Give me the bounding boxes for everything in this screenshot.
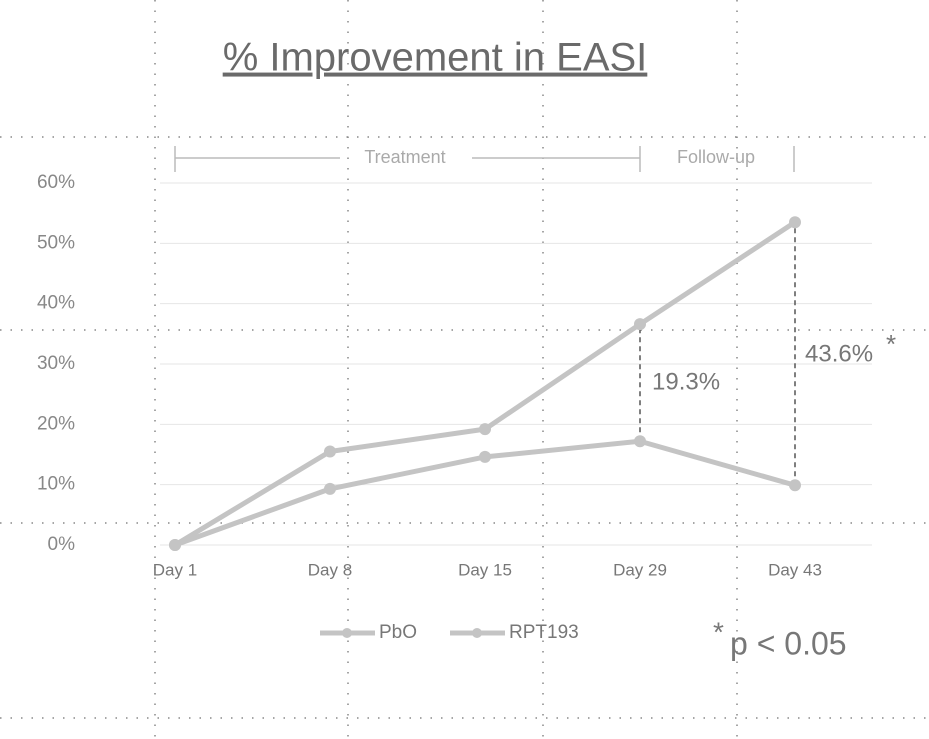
x-tick-label: Day 43 bbox=[768, 560, 822, 579]
legend-marker bbox=[472, 628, 482, 638]
annotation: 19.3% bbox=[652, 368, 720, 395]
point bbox=[789, 479, 801, 492]
annotation: * bbox=[713, 616, 724, 647]
point bbox=[634, 318, 646, 331]
point bbox=[324, 482, 336, 495]
y-tick-label: 40% bbox=[37, 293, 75, 314]
y-tick-label: 30% bbox=[37, 353, 75, 374]
y-tick-label: 20% bbox=[37, 413, 75, 434]
point bbox=[479, 423, 491, 436]
y-tick-label: 10% bbox=[37, 474, 75, 495]
chart-title: % Improvement in EASI bbox=[223, 36, 648, 80]
period-brackets bbox=[174, 146, 795, 172]
y-tick-label: 50% bbox=[37, 232, 75, 253]
point bbox=[169, 539, 181, 551]
legend-label: PbO bbox=[379, 622, 417, 643]
annotation: Follow-up bbox=[677, 147, 755, 167]
x-tick-label: Day 29 bbox=[613, 560, 667, 579]
point bbox=[789, 216, 801, 229]
x-tick-label: Day 1 bbox=[153, 560, 197, 579]
annotation: Treatment bbox=[364, 147, 445, 167]
x-tick-label: Day 8 bbox=[308, 560, 352, 579]
point bbox=[634, 435, 646, 448]
point bbox=[324, 445, 336, 458]
legend-label: RPT193 bbox=[509, 622, 579, 643]
y-tick-label: 0% bbox=[48, 534, 76, 555]
y-tick-label: 60% bbox=[37, 172, 75, 193]
legend-marker bbox=[342, 628, 352, 638]
point bbox=[479, 450, 491, 463]
x-tick-label: Day 15 bbox=[458, 560, 512, 579]
annotation: p < 0.05 bbox=[730, 625, 847, 661]
annotation: 43.6% bbox=[805, 340, 873, 367]
annotation: * bbox=[886, 329, 896, 359]
